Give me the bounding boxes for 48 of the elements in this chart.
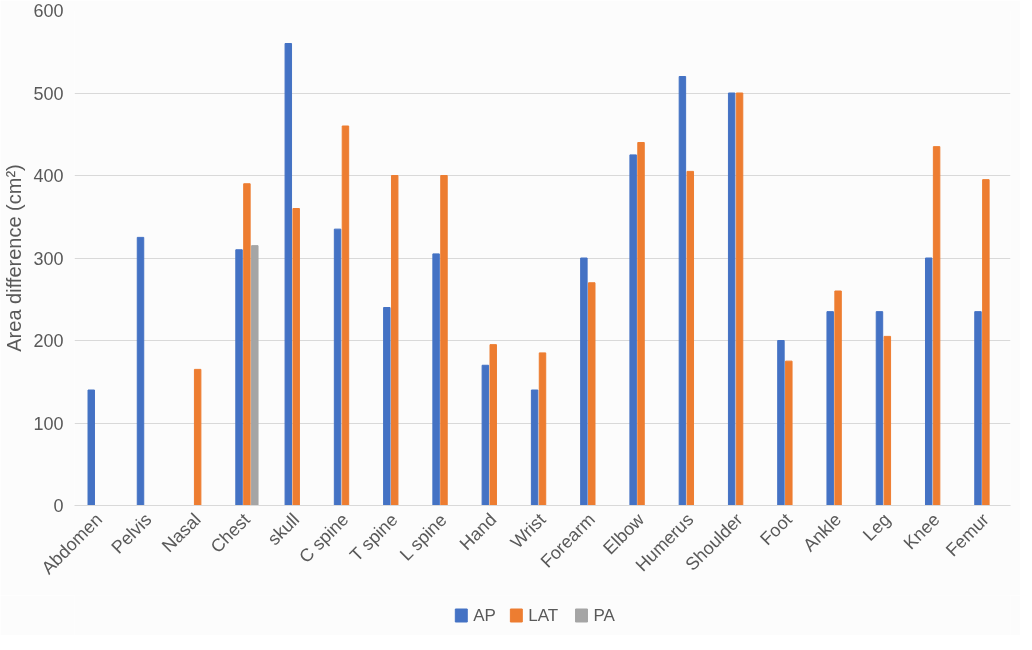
y-axis-title: Area difference (cm²) [3,164,26,352]
bar [883,335,892,506]
bar [875,311,884,506]
bar [924,257,933,506]
bar [834,290,842,506]
bar [580,257,588,506]
bar [440,175,448,506]
y-tick-label: 500 [33,83,64,104]
bar [735,92,744,506]
bar [974,311,982,506]
bar [481,364,490,506]
bar [826,311,834,506]
y-tick-label: 100 [33,413,64,434]
legend-label: AP [473,606,496,625]
bar [637,142,645,506]
bar [235,249,243,506]
bar [193,368,202,506]
bar [982,179,990,506]
bar [87,389,95,506]
bar [333,228,342,506]
y-tick-label: 400 [33,166,64,186]
x-tick-label: Leg [859,509,895,545]
bar [136,236,145,506]
bar [785,360,793,506]
legend-label: PA [593,606,616,625]
bar [383,307,391,506]
bar [341,125,350,506]
bar [727,92,736,506]
bar [243,183,251,506]
bar [932,146,941,506]
bar [629,154,637,506]
bar [588,282,596,506]
bar [530,389,539,506]
bar [284,43,293,506]
legend-label: LAT [528,606,559,625]
bar [489,344,497,506]
bar [251,245,259,506]
y-tick-label: 0 [53,496,64,516]
bar [777,340,785,506]
bar [538,352,547,506]
bar [686,170,695,506]
bar [432,253,440,506]
y-tick-label: 600 [33,1,64,21]
y-tick-label: 200 [33,331,64,351]
bar [390,175,399,506]
bar [292,208,300,506]
y-tick-label: 300 [33,248,64,269]
bar [678,76,687,506]
